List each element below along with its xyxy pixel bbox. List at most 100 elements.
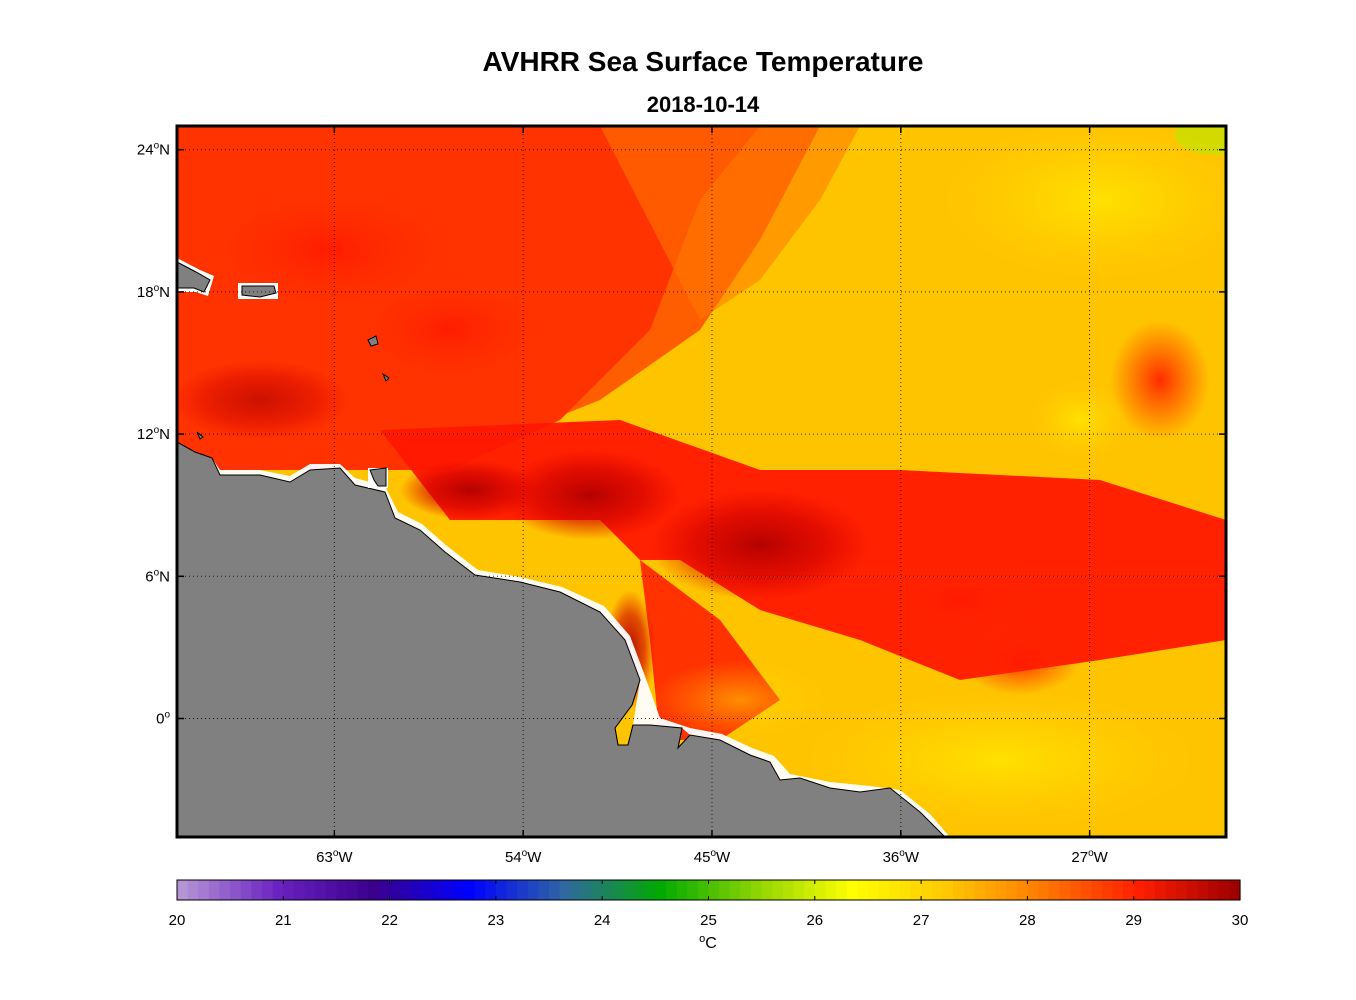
colorbar-tick-label: 30: [1232, 912, 1249, 929]
colorbar-swatch: [665, 880, 678, 900]
colorbar-swatch: [1208, 880, 1220, 900]
colorbar-tick-label: 29: [1125, 912, 1142, 929]
latitude-label: 24oN: [137, 141, 170, 159]
colorbar-swatch: [1123, 880, 1135, 900]
colorbar-swatch: [1101, 880, 1114, 900]
latitude-label-degree: o: [154, 141, 160, 152]
sst-field: [177, 126, 1226, 837]
colorbar-tick-label: 21: [275, 912, 292, 929]
colorbar-swatch: [251, 880, 263, 900]
map-title: AVHRR Sea Surface Temperature: [482, 46, 924, 77]
colorbar-swatch: [1229, 880, 1241, 900]
colorbar-swatch: [1154, 880, 1167, 900]
colorbar-swatch: [283, 880, 295, 900]
longitude-label-hemisphere: W: [905, 849, 920, 866]
latitude-label-degree: o: [164, 710, 170, 721]
longitude-label-degree: o: [522, 848, 528, 859]
latitude-label-number: 24: [137, 142, 154, 159]
colorbar-swatch: [357, 880, 369, 900]
colorbar-swatch: [570, 880, 582, 900]
colorbar-swatch: [1027, 880, 1039, 900]
colorbar-unit-letter: C: [705, 935, 717, 952]
colorbar-swatch: [432, 880, 444, 900]
colorbar-tick-label: 20: [169, 912, 186, 929]
latitude-label-hemisphere: N: [159, 426, 170, 443]
latitude-label-number: 18: [137, 284, 154, 301]
colorbar-swatch: [368, 880, 380, 900]
colorbar-swatch: [676, 880, 688, 900]
colorbar-swatch: [177, 880, 189, 900]
colorbar-swatch: [549, 880, 561, 900]
longitude-label-degree: o: [1088, 848, 1094, 859]
colorbar-swatch: [740, 880, 752, 900]
colorbar-swatch: [974, 880, 986, 900]
colorbar-swatch: [687, 880, 699, 900]
colorbar-swatch: [1186, 880, 1199, 900]
longitude-label-degree: o: [333, 848, 339, 859]
colorbar-swatch: [729, 880, 741, 900]
latitude-label-number: 0: [156, 711, 164, 728]
longitude-label: 36oW: [883, 848, 920, 866]
colorbar-swatch: [325, 880, 338, 900]
colorbar-swatch: [697, 880, 710, 900]
colorbar-swatch: [751, 880, 763, 900]
colorbar-unit-degree: o: [699, 933, 705, 945]
longitude-label: 63oW: [316, 848, 353, 866]
colorbar-swatch: [474, 880, 486, 900]
longitude-label-degree: o: [710, 848, 716, 859]
colorbar-swatch: [517, 880, 529, 900]
longitude-label-hemisphere: W: [338, 849, 353, 866]
colorbar-swatch: [846, 880, 858, 900]
colorbar-swatch: [719, 880, 731, 900]
colorbar-swatch: [591, 880, 603, 900]
longitude-label-number: 45: [694, 849, 711, 866]
colorbar-swatch: [538, 880, 550, 900]
colorbar-swatch: [984, 880, 997, 900]
latitude-label: 18oN: [137, 283, 170, 301]
colorbar-swatch: [1218, 880, 1230, 900]
colorbar-swatch: [708, 880, 720, 900]
colorbar-tick-label: 24: [594, 912, 611, 929]
colorbar-swatch: [772, 880, 784, 900]
colorbar-swatch: [410, 880, 423, 900]
longitude-label-hemisphere: W: [527, 849, 542, 866]
colorbar-swatch: [931, 880, 943, 900]
colorbar-swatch: [187, 880, 199, 900]
longitude-label: 54oW: [505, 848, 542, 866]
colorbar-swatch: [485, 880, 497, 900]
latitude-label-degree: o: [154, 283, 160, 294]
colorbar-swatch: [1091, 880, 1103, 900]
longitude-label-degree: o: [899, 848, 905, 859]
longitude-label: 27oW: [1071, 848, 1108, 866]
guadeloupe-island: [367, 335, 379, 347]
colorbar-swatch: [867, 880, 880, 900]
colorbar-swatch: [230, 880, 242, 900]
colorbar-swatch: [1112, 880, 1124, 900]
latitude-label-degree: o: [154, 567, 160, 578]
colorbar-swatch: [400, 880, 412, 900]
colorbar-swatch: [910, 880, 922, 900]
colorbar-swatch: [453, 880, 465, 900]
colorbar-swatch: [814, 880, 827, 900]
colorbar-swatch: [995, 880, 1007, 900]
latitude-label-number: 6: [145, 568, 153, 585]
grenada-island: [196, 431, 204, 440]
colorbar-swatch: [336, 880, 348, 900]
colorbar-swatch: [315, 880, 327, 900]
map-frame: [175, 124, 1228, 839]
colorbar-swatch: [857, 880, 869, 900]
colorbar-swatch: [208, 880, 221, 900]
longitude-label-hemisphere: W: [1094, 849, 1109, 866]
colorbar-swatch: [1006, 880, 1018, 900]
colorbar-swatch: [942, 880, 954, 900]
longitude-label-number: 27: [1071, 849, 1088, 866]
colorbar-swatch: [804, 880, 816, 900]
latitude-label: 12oN: [137, 425, 170, 443]
colorbar-tick-label: 26: [806, 912, 823, 929]
colorbar: 20 21 22 23 24 25 26 27 28 29 30 oC: [169, 879, 1249, 952]
latitude-label-degree: o: [154, 425, 160, 436]
colorbar-swatch: [262, 880, 274, 900]
colorbar-swatch: [240, 880, 253, 900]
martinique-island: [381, 372, 390, 382]
